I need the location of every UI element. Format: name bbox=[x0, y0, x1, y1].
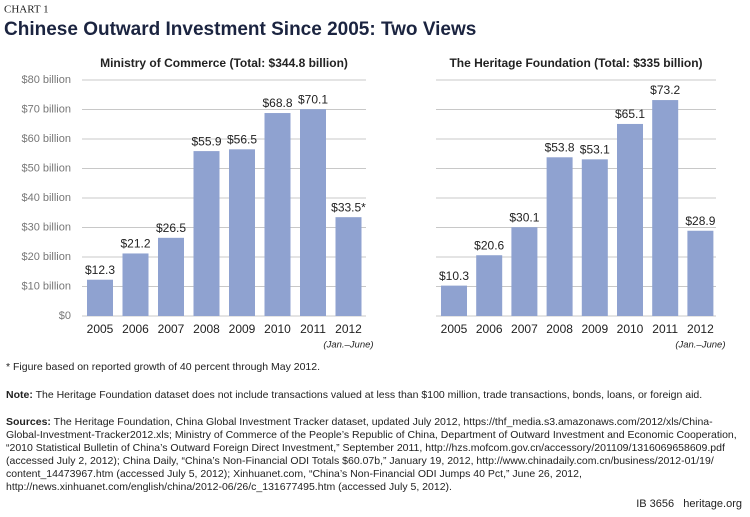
x-tick-label: 2010 bbox=[264, 322, 291, 336]
bar bbox=[476, 255, 503, 316]
bar bbox=[87, 279, 113, 316]
x-tick-label: 2006 bbox=[122, 322, 149, 336]
x-tick-label: 2005 bbox=[87, 322, 114, 336]
bar bbox=[300, 109, 326, 316]
panel-title: The Heritage Foundation (Total: $335 bil… bbox=[449, 56, 702, 70]
x-tick-label: 2007 bbox=[158, 322, 185, 336]
chart: CHART 1 Chinese Outward Investment Since… bbox=[4, 4, 725, 351]
x-tick-label: 2005 bbox=[441, 322, 468, 336]
note: Note: The Heritage Foundation dataset do… bbox=[6, 389, 742, 402]
footer: IB 3656 heritage.org bbox=[636, 498, 742, 510]
y-tick-label: $30 billion bbox=[21, 221, 71, 233]
x-tick-label: 2012 bbox=[687, 322, 714, 336]
value-label: $53.1 bbox=[580, 143, 610, 157]
bar bbox=[581, 159, 608, 316]
x-tick-label: 2011 bbox=[652, 322, 678, 336]
bar bbox=[122, 253, 149, 316]
x-tick-label: 2009 bbox=[229, 322, 256, 336]
value-label: $56.5 bbox=[227, 132, 257, 146]
bar bbox=[264, 113, 291, 316]
bar bbox=[335, 217, 362, 316]
panel-title: Ministry of Commerce (Total: $344.8 bill… bbox=[100, 56, 348, 70]
x-tick-label: 2009 bbox=[581, 322, 608, 336]
value-label: $26.5 bbox=[156, 221, 186, 235]
note-text: The Heritage Foundation dataset does not… bbox=[35, 389, 703, 401]
sources: Sources: The Heritage Foundation, China … bbox=[6, 416, 742, 494]
category-note: (Jan.–June) bbox=[675, 340, 725, 351]
y-tick-label: $60 billion bbox=[21, 133, 71, 145]
note-label: Note: bbox=[6, 389, 33, 401]
x-tick-label: 2006 bbox=[476, 322, 503, 336]
category-note: (Jan.–June) bbox=[323, 340, 373, 351]
value-label: $12.3 bbox=[85, 263, 115, 277]
value-label: $53.8 bbox=[545, 140, 575, 154]
bar bbox=[441, 285, 467, 316]
sources-label: Sources: bbox=[6, 416, 51, 428]
y-tick-label: $10 billion bbox=[21, 280, 71, 292]
x-tick-label: 2011 bbox=[300, 322, 326, 336]
value-label: $70.1 bbox=[298, 92, 328, 106]
bar bbox=[511, 227, 538, 316]
bar bbox=[229, 149, 255, 316]
bar bbox=[193, 151, 220, 316]
value-label: $73.2 bbox=[650, 83, 680, 97]
value-label: $21.2 bbox=[120, 237, 150, 251]
bar bbox=[652, 100, 679, 316]
x-tick-label: 2007 bbox=[511, 322, 538, 336]
y-tick-label: $50 billion bbox=[21, 162, 71, 174]
bar bbox=[158, 237, 184, 316]
y-tick-label: $0 bbox=[59, 310, 71, 322]
y-tick-label: $70 billion bbox=[21, 103, 71, 115]
value-label: $30.1 bbox=[509, 210, 539, 224]
value-label: $20.6 bbox=[474, 238, 504, 252]
footer-site: heritage.org bbox=[683, 498, 742, 510]
y-tick-label: $40 billion bbox=[21, 192, 71, 204]
value-label: $55.9 bbox=[191, 134, 221, 148]
x-tick-label: 2008 bbox=[546, 322, 573, 336]
value-label: $28.9 bbox=[685, 214, 715, 228]
footer-id: IB 3656 bbox=[636, 498, 675, 510]
bar bbox=[617, 123, 643, 316]
x-tick-label: 2010 bbox=[617, 322, 644, 336]
footnote: * Figure based on reported growth of 40 … bbox=[6, 361, 321, 373]
value-label: $65.1 bbox=[615, 107, 645, 121]
value-label: $33.5* bbox=[331, 200, 366, 214]
x-tick-label: 2012 bbox=[335, 322, 362, 336]
value-label: $68.8 bbox=[262, 96, 292, 110]
y-tick-label: $80 billion bbox=[21, 74, 71, 86]
bar bbox=[546, 157, 573, 316]
value-label: $10.3 bbox=[439, 269, 469, 283]
bar bbox=[687, 230, 714, 316]
chart-label: CHART 1 bbox=[4, 4, 49, 16]
chart-title: Chinese Outward Investment Since 2005: T… bbox=[4, 19, 476, 40]
y-tick-label: $20 billion bbox=[21, 251, 71, 263]
sources-text: The Heritage Foundation, China Global In… bbox=[6, 416, 737, 493]
x-tick-label: 2008 bbox=[193, 322, 220, 336]
